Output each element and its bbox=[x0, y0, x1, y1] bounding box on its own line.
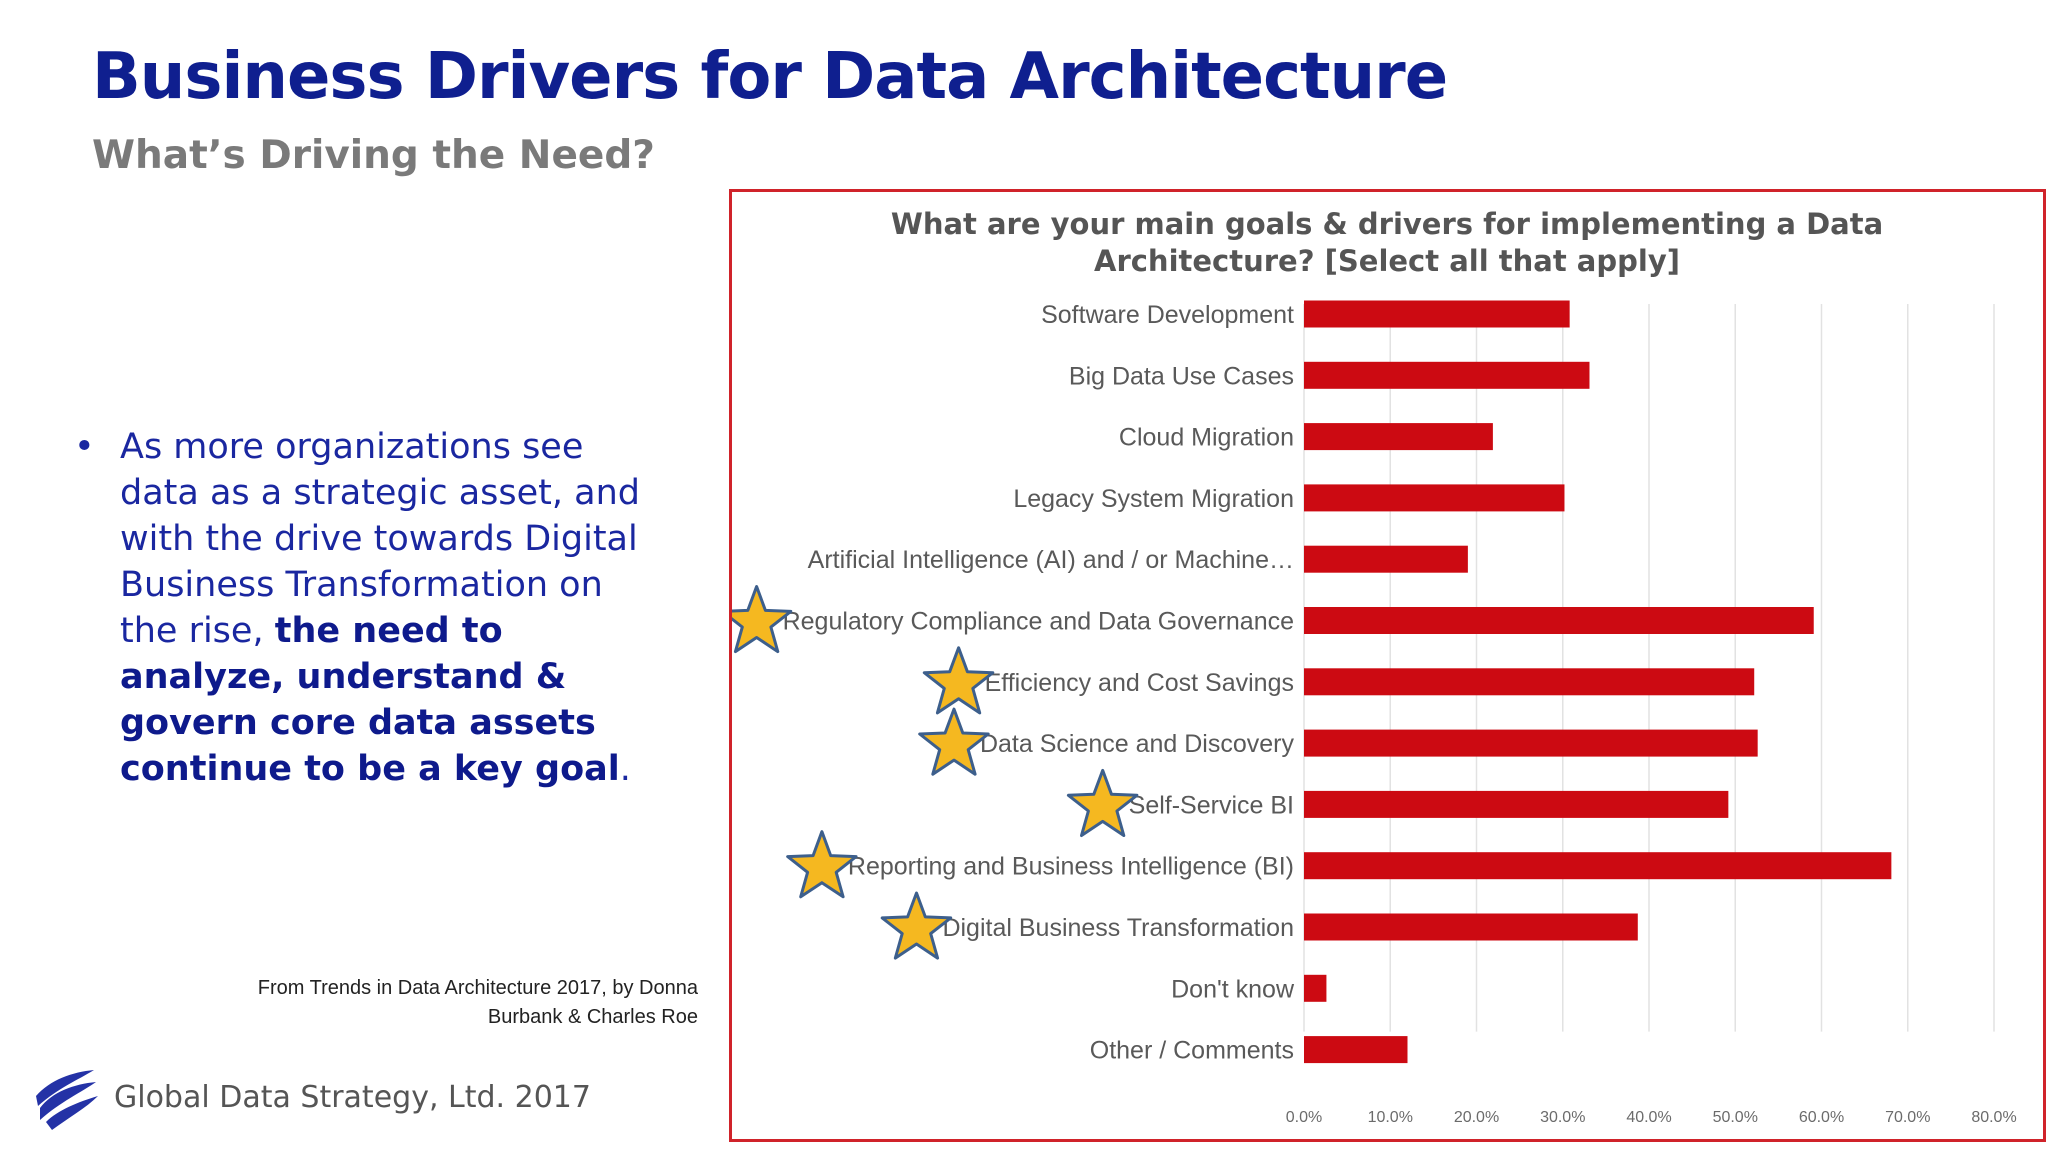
slide-title: Business Drivers for Data Architecture bbox=[92, 40, 1448, 114]
category-label: Efficiency and Cost Savings bbox=[985, 669, 1294, 697]
slide-subtitle: What’s Driving the Need? bbox=[92, 133, 655, 178]
x-tick-label: 60.0% bbox=[1799, 1109, 1844, 1126]
bar bbox=[1304, 361, 1590, 389]
x-tick-label: 30.0% bbox=[1540, 1109, 1585, 1126]
bar bbox=[1304, 913, 1638, 941]
bar bbox=[1304, 607, 1814, 634]
chart-frame: What are your main goals & drivers for i… bbox=[729, 189, 2046, 1142]
category-label: Reporting and Business Intelligence (BI) bbox=[848, 853, 1294, 881]
category-label: Legacy System Migration bbox=[1013, 485, 1294, 513]
category-label: Other / Comments bbox=[1090, 1037, 1294, 1065]
bullet-normal-text: As more organizations see data as a stra… bbox=[120, 427, 640, 651]
x-tick-label: 70.0% bbox=[1885, 1109, 1930, 1126]
source-line-2: Burbank & Charles Roe bbox=[487, 1006, 698, 1028]
bar bbox=[1304, 300, 1570, 328]
bar bbox=[1304, 1036, 1408, 1064]
bullet-end-text: . bbox=[619, 749, 631, 789]
category-label: Data Science and Discovery bbox=[980, 730, 1295, 758]
x-tick-label: 10.0% bbox=[1368, 1109, 1413, 1126]
category-label: Artificial Intelligence (AI) and / or Ma… bbox=[808, 546, 1294, 574]
bar bbox=[1304, 668, 1755, 696]
bullet-text: As more organizations see data as a stra… bbox=[120, 424, 654, 792]
bullet-bold-text: the need to analyze, understand & govern… bbox=[120, 611, 620, 789]
star-icon bbox=[880, 891, 953, 960]
bullet-marker: • bbox=[74, 427, 95, 467]
bar bbox=[1304, 545, 1468, 573]
bar bbox=[1304, 974, 1327, 1002]
company-logo-icon bbox=[36, 1070, 98, 1130]
chart-title: What are your main goals & drivers for i… bbox=[891, 207, 1883, 278]
star-icon bbox=[786, 830, 858, 899]
category-label: Cloud Migration bbox=[1119, 424, 1294, 452]
chart-star-markers bbox=[732, 585, 1139, 960]
chart-x-tick-labels: 0.0% 10.0% 20.0% 30.0% 40.0% 50.0% 60.0% 70.0% 8… bbox=[1286, 1109, 2017, 1126]
bar bbox=[1304, 729, 1758, 757]
category-label: Regulatory Compliance and Data Governanc… bbox=[783, 608, 1294, 636]
bar-chart: What are your main goals & drivers for i… bbox=[732, 207, 2017, 1126]
bar bbox=[1304, 790, 1729, 818]
star-icon bbox=[732, 585, 793, 654]
bar bbox=[1304, 423, 1493, 451]
footer: Global Data Strategy, Ltd. 2017 bbox=[30, 1062, 591, 1132]
x-tick-label: 0.0% bbox=[1286, 1109, 1322, 1126]
x-tick-label: 80.0% bbox=[1971, 1109, 2016, 1126]
category-label: Digital Business Transformation bbox=[942, 914, 1294, 942]
bar bbox=[1304, 852, 1892, 880]
chart-title-line-2: Architecture? [Select all that apply] bbox=[1094, 244, 1680, 278]
x-tick-label: 20.0% bbox=[1454, 1109, 1499, 1126]
x-tick-label: 40.0% bbox=[1626, 1109, 1671, 1126]
star-icon bbox=[918, 707, 990, 776]
star-icon bbox=[1066, 768, 1139, 837]
category-label: Big Data Use Cases bbox=[1069, 362, 1294, 390]
category-label: Self-Service BI bbox=[1129, 791, 1294, 819]
source-citation: From Trends in Data Architecture 2017, b… bbox=[178, 974, 698, 1032]
source-line-1: From Trends in Data Architecture 2017, b… bbox=[257, 977, 698, 999]
category-label: Don't know bbox=[1171, 975, 1295, 1003]
x-tick-label: 50.0% bbox=[1713, 1109, 1758, 1126]
bar bbox=[1304, 484, 1565, 512]
bullet-point: • As more organizations see data as a st… bbox=[74, 424, 654, 792]
chart-title-line-1: What are your main goals & drivers for i… bbox=[891, 207, 1883, 241]
chart-category-labels: Software Development Big Data Use Cases Cl… bbox=[783, 301, 1295, 1065]
chart-bars bbox=[1304, 300, 1892, 1064]
category-label: Software Development bbox=[1041, 301, 1294, 329]
star-icon bbox=[922, 646, 995, 715]
footer-text: Global Data Strategy, Ltd. 2017 bbox=[114, 1079, 591, 1115]
